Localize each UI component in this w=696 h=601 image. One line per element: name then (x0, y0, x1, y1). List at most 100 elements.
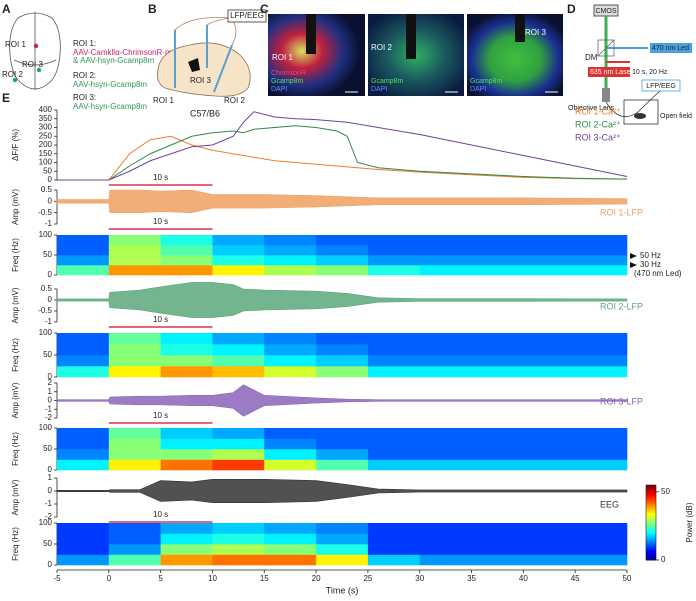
y-tick-label: -1 (45, 499, 53, 508)
y-tick-label: 1 (48, 387, 53, 396)
note-title: ROI 2: (73, 71, 96, 80)
y-tick-label: 100 (39, 518, 53, 527)
heat-cell (367, 428, 421, 439)
y-tick-label: 0 (48, 196, 53, 205)
heat-cell (419, 428, 524, 439)
box (227, 9, 267, 23)
y-tick-label: 0 (48, 295, 53, 304)
colorbar-step (646, 485, 656, 488)
heat-cell (108, 428, 161, 439)
heat-cell (419, 255, 524, 266)
trace (57, 135, 628, 181)
colorbar-step (646, 494, 656, 497)
y-tick-label: -1 (45, 317, 53, 326)
heat-cell (212, 438, 265, 450)
mouse (634, 113, 646, 119)
heat-cell (419, 523, 524, 534)
panel-c: C ROI 1 ChrimsonR Gcamp8m DAPI ROI 2 Gca… (260, 2, 563, 96)
colorbar-step (646, 488, 656, 492)
heat-cell (264, 523, 317, 534)
colorbar-step (646, 526, 656, 529)
roi-dot (12, 77, 18, 83)
colorbar-step (646, 501, 656, 505)
panel-label: A (2, 2, 11, 16)
x-tick-label: 40 (519, 574, 528, 583)
stimulus-label: 10 s (153, 411, 168, 420)
heat-cell (108, 544, 161, 555)
y-tick-label: 0.5 (41, 284, 53, 293)
roi-label: ROI 3 (190, 76, 211, 85)
heat-cell (367, 459, 421, 471)
x-tick-label: 20 (312, 574, 321, 583)
y-axis-label: Amp (mV) (11, 189, 20, 225)
y-tick-label: 0 (48, 175, 53, 184)
y-tick-label: 0 (48, 396, 53, 405)
heat-cell (264, 459, 317, 471)
y-axis-label: Freq (Hz) (11, 238, 20, 272)
panel-label: D (567, 2, 576, 16)
trace-name: ROI 3-LFP (600, 396, 643, 406)
roi-label: ROI 3 (525, 28, 546, 37)
heat-cell (367, 533, 421, 545)
x-tick-label: 35 (467, 574, 476, 583)
heat-cell (160, 428, 213, 439)
heat-cell (419, 533, 524, 545)
laser (588, 67, 630, 77)
heat-cell (160, 366, 213, 378)
colorbar-frame (645, 484, 657, 561)
fiber (213, 44, 233, 93)
heat-cell (212, 554, 265, 566)
colorbar-step (646, 492, 656, 495)
roi-label: ROI 1 (5, 40, 26, 49)
note-line: AAV-hsyn-Gcamp8m (73, 102, 147, 111)
heat-cell (419, 438, 524, 450)
colorbar-step (646, 505, 656, 508)
trace-name: EEG (600, 499, 619, 509)
y-tick-label: 100 (39, 158, 53, 167)
roi-label: ROI 1 (272, 53, 293, 62)
mirror (597, 39, 615, 57)
heat-cell (57, 523, 110, 534)
heat-cell (212, 366, 265, 378)
panel-b: B LFP/EEG ROI 3 ROI 1 ROI 2 C57/B6 (148, 2, 267, 118)
colorbar-tick-label: 50 (661, 487, 670, 496)
heat-cell (264, 428, 317, 439)
heat-cell (523, 333, 628, 345)
x-tick-label: 0 (107, 574, 112, 583)
heat-cell (264, 333, 317, 345)
heat-cell (160, 459, 213, 471)
y-tick-label: 50 (43, 166, 52, 175)
heat-cell (523, 554, 628, 566)
heat-cell (160, 255, 213, 266)
arrow (630, 253, 637, 268)
heat-cell (57, 438, 110, 450)
y-axis-label: Amp (mV) (11, 382, 20, 418)
colorbar-step (646, 516, 656, 520)
heat-cell (57, 459, 110, 471)
trace-name: ROI 2-LFP (600, 301, 643, 311)
heat-cell (57, 366, 110, 378)
x-tick-label: -5 (53, 574, 61, 583)
heat-cell (108, 245, 161, 256)
heat-cell (316, 544, 369, 555)
y-axis-label: Amp (mV) (11, 479, 20, 515)
y-tick-label: -0.5 (38, 306, 52, 315)
y-tick-label: -1 (45, 404, 53, 413)
colorbar-step (646, 524, 656, 527)
heat-cell (316, 245, 369, 256)
roi-label: ROI 2 (2, 70, 23, 79)
heat-cell (160, 544, 213, 555)
panel-a: A ROI 1 ROI 3 ROI 2 ROI 1: AAV-Camkllα-C… (2, 2, 172, 111)
heat-cell (367, 523, 421, 534)
heat-cell (108, 554, 161, 566)
y-tick-label: -2 (45, 413, 53, 422)
colorbar-step (646, 520, 656, 523)
heat-cell (108, 523, 161, 534)
heat-cell (108, 265, 161, 276)
micrograph (268, 14, 365, 96)
lens-label: Objective Lens (568, 105, 615, 112)
heat-cell (523, 355, 628, 367)
roi-region (188, 58, 200, 72)
colorbar-tick-label: 0 (661, 555, 666, 564)
arena (623, 99, 659, 125)
